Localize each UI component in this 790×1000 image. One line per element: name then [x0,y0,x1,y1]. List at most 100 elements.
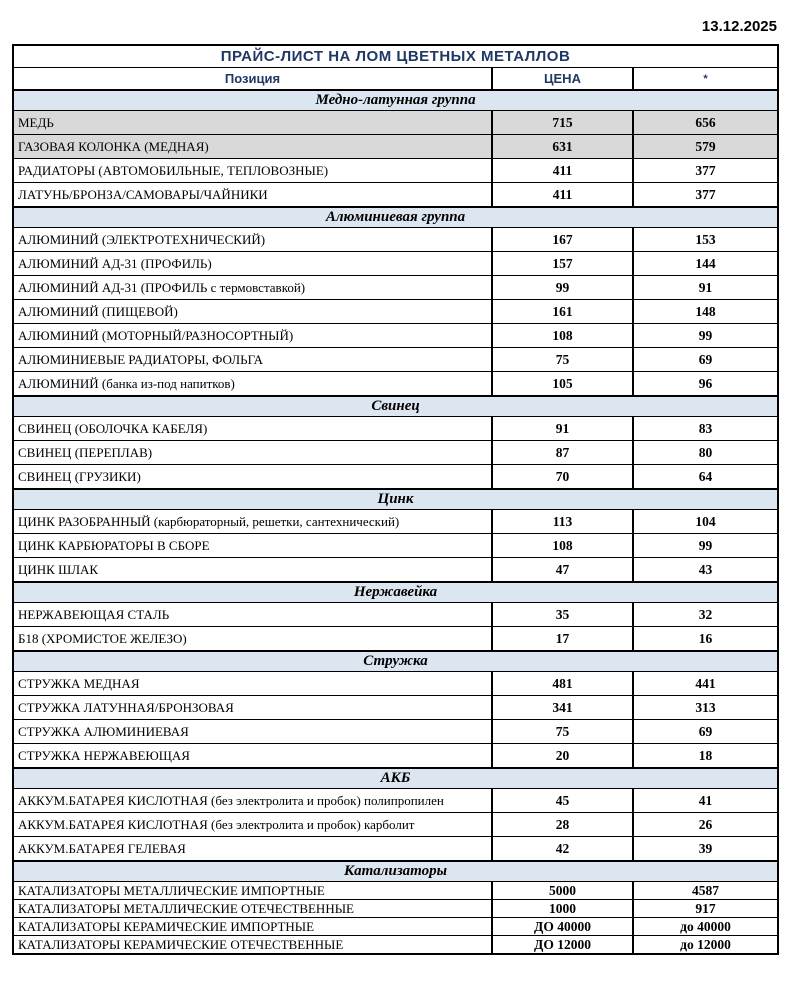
price-row: АЛЮМИНИЙ (ЭЛЕКТРОТЕХНИЧЕСКИЙ) 167 153 [12,227,779,252]
section-header-row: АКБ [12,767,779,789]
price-row: СВИНЕЦ (ГРУЗИКИ) 70 64 [12,464,779,490]
price-row: ЦИНК РАЗОБРАННЫЙ (карбюраторный, решетки… [12,509,779,534]
price-row: АККУМ.БАТАРЕЯ КИСЛОТНАЯ (без электролита… [12,788,779,813]
item-alt-price: 91 [632,275,779,300]
item-label: СТРУЖКА МЕДНАЯ [12,671,493,696]
item-alt-price: 64 [632,464,779,490]
item-price: 161 [491,299,634,324]
item-price: 5000 [491,881,634,900]
item-label: АККУМ.БАТАРЕЯ КИСЛОТНАЯ (без электролита… [12,812,493,837]
item-alt-price: 18 [632,743,779,769]
price-row: СТРУЖКА НЕРЖАВЕЮЩАЯ 20 18 [12,743,779,769]
section-header-row: Свинец [12,395,779,417]
item-label: СТРУЖКА ЛАТУННАЯ/БРОНЗОВАЯ [12,695,493,720]
item-label: МЕДЬ [12,110,493,135]
item-alt-price: 148 [632,299,779,324]
price-row: СТРУЖКА АЛЮМИНИЕВАЯ 75 69 [12,719,779,744]
item-alt-price: 656 [632,110,779,135]
item-label: АЛЮМИНИЙ АД-31 (ПРОФИЛЬ) [12,251,493,276]
section-title: Медно-латунная группа [12,89,779,111]
item-price: 70 [491,464,634,490]
item-price: ДО 12000 [491,935,634,955]
price-row: АЛЮМИНИЕВЫЕ РАДИАТОРЫ, ФОЛЬГА 75 69 [12,347,779,372]
column-header-alt-symbol: * [632,67,779,91]
item-price: 108 [491,323,634,348]
item-price: 87 [491,440,634,465]
item-label: СВИНЕЦ (ОБОЛОЧКА КАБЕЛЯ) [12,416,493,441]
item-price: 47 [491,557,634,583]
item-alt-price: 80 [632,440,779,465]
section-title: Алюминиевая группа [12,206,779,228]
item-label: ЦИНК ШЛАК [12,557,493,583]
price-row: ЦИНК КАРБЮРАТОРЫ В СБОРЕ 108 99 [12,533,779,558]
item-price: 631 [491,134,634,159]
price-row: ГАЗОВАЯ КОЛОНКА (МЕДНАЯ) 631 579 [12,134,779,159]
price-row: АККУМ.БАТАРЕЯ ГЕЛЕВАЯ 42 39 [12,836,779,862]
price-row: СТРУЖКА МЕДНАЯ 481 441 [12,671,779,696]
item-label: АККУМ.БАТАРЕЯ ГЕЛЕВАЯ [12,836,493,862]
item-alt-price: 83 [632,416,779,441]
section-header-row: Катализаторы [12,860,779,882]
column-header-price: ЦЕНА [491,67,634,91]
item-price: 20 [491,743,634,769]
item-alt-price: 99 [632,323,779,348]
price-row: АЛЮМИНИЙ АД-31 (ПРОФИЛЬ) 157 144 [12,251,779,276]
price-row: КАТАЛИЗАТОРЫ МЕТАЛЛИЧЕСКИЕ ИМПОРТНЫЕ 5000… [12,881,779,900]
item-alt-price: 313 [632,695,779,720]
item-alt-price: 16 [632,626,779,652]
section-title: Катализаторы [12,860,779,882]
item-alt-price: 43 [632,557,779,583]
price-row: РАДИАТОРЫ (АВТОМОБИЛЬНЫЕ, ТЕПЛОВОЗНЫЕ) 41… [12,158,779,183]
price-row: АККУМ.БАТАРЕЯ КИСЛОТНАЯ (без электролита… [12,812,779,837]
item-price: 113 [491,509,634,534]
item-alt-price: 377 [632,158,779,183]
item-price: 91 [491,416,634,441]
section-title: Свинец [12,395,779,417]
item-alt-price: 69 [632,719,779,744]
item-price: 42 [491,836,634,862]
section-title: Нержавейка [12,581,779,603]
section-header-row: Нержавейка [12,581,779,603]
item-price: 105 [491,371,634,397]
price-row: Б18 (ХРОМИСТОЕ ЖЕЛЕЗО) 17 16 [12,626,779,652]
item-price: 28 [491,812,634,837]
item-price: 411 [491,158,634,183]
section-header-row: Стружка [12,650,779,672]
item-label: АЛЮМИНИЙ (ПИЩЕВОЙ) [12,299,493,324]
item-label: АЛЮМИНИЕВЫЕ РАДИАТОРЫ, ФОЛЬГА [12,347,493,372]
price-row: ЦИНК ШЛАК 47 43 [12,557,779,583]
item-label: КАТАЛИЗАТОРЫ КЕРАМИЧЕСКИЕ ИМПОРТНЫЕ [12,917,493,936]
item-label: КАТАЛИЗАТОРЫ МЕТАЛЛИЧЕСКИЕ ИМПОРТНЫЕ [12,881,493,900]
section-header-row: Цинк [12,488,779,510]
price-row: СТРУЖКА ЛАТУННАЯ/БРОНЗОВАЯ 341 313 [12,695,779,720]
item-label: АЛЮМИНИЙ АД-31 (ПРОФИЛЬ с термовставкой) [12,275,493,300]
item-alt-price: 144 [632,251,779,276]
item-alt-price: 69 [632,347,779,372]
item-alt-price: 579 [632,134,779,159]
price-row: НЕРЖАВЕЮЩАЯ СТАЛЬ 35 32 [12,602,779,627]
item-price: 75 [491,719,634,744]
item-price: 341 [491,695,634,720]
item-price: 99 [491,275,634,300]
price-row: АЛЮМИНИЙ (ПИЩЕВОЙ) 161 148 [12,299,779,324]
item-label: СВИНЕЦ (ГРУЗИКИ) [12,464,493,490]
item-alt-price: 99 [632,533,779,558]
item-label: НЕРЖАВЕЮЩАЯ СТАЛЬ [12,602,493,627]
item-label: СТРУЖКА НЕРЖАВЕЮЩАЯ [12,743,493,769]
item-alt-price: 377 [632,182,779,208]
item-label: СВИНЕЦ (ПЕРЕПЛАВ) [12,440,493,465]
item-price: 481 [491,671,634,696]
item-alt-price: до 12000 [632,935,779,955]
item-alt-price: 41 [632,788,779,813]
column-header-row: Позиция ЦЕНА * [12,67,779,91]
section-title: АКБ [12,767,779,789]
item-alt-price: 96 [632,371,779,397]
item-label: Б18 (ХРОМИСТОЕ ЖЕЛЕЗО) [12,626,493,652]
item-alt-price: 4587 [632,881,779,900]
item-alt-price: 26 [632,812,779,837]
item-price: 108 [491,533,634,558]
item-alt-price: 32 [632,602,779,627]
item-label: КАТАЛИЗАТОРЫ МЕТАЛЛИЧЕСКИЕ ОТЕЧЕСТВЕННЫЕ [12,899,493,918]
table-title-row: ПРАЙС-ЛИСТ НА ЛОМ ЦВЕТНЫХ МЕТАЛЛОВ [12,44,779,68]
item-alt-price: 441 [632,671,779,696]
